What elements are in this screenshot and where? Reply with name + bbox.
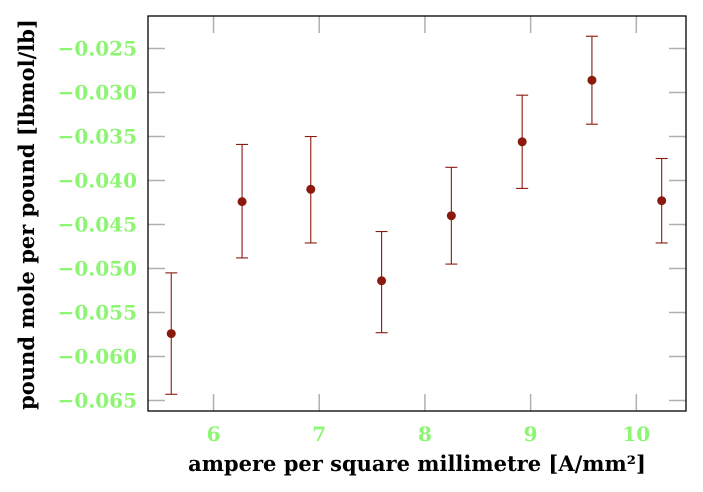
x-tick-label: 10 bbox=[622, 422, 650, 446]
data-point bbox=[517, 137, 527, 147]
y-tick-label: −0.025 bbox=[58, 37, 137, 61]
y-tick-label: −0.065 bbox=[58, 388, 137, 412]
data-point bbox=[377, 276, 387, 286]
x-tick-label: 9 bbox=[524, 422, 538, 446]
y-tick-label: −0.050 bbox=[58, 256, 137, 280]
x-tick-label: 8 bbox=[418, 422, 432, 446]
y-axis-label: pound mole per pound [lbmol/lb] bbox=[14, 19, 39, 410]
y-tick-label: −0.045 bbox=[58, 212, 137, 236]
plot-frame bbox=[147, 15, 687, 412]
y-tick-label: −0.040 bbox=[58, 169, 137, 193]
data-point bbox=[446, 211, 456, 221]
data-point bbox=[306, 184, 316, 194]
y-tick-label: −0.030 bbox=[58, 81, 137, 105]
data-point bbox=[657, 196, 667, 206]
y-tick-label: −0.055 bbox=[58, 300, 137, 324]
data-point bbox=[166, 329, 176, 339]
x-axis-ticks: 6 7 8 9 10 bbox=[207, 16, 650, 446]
x-axis-label: ampere per square millimetre [A/mm²] bbox=[188, 451, 646, 476]
x-tick-label: 7 bbox=[312, 422, 326, 446]
x-tick-label: 6 bbox=[207, 422, 221, 446]
data-points bbox=[166, 75, 667, 339]
y-axis-ticks: −0.025 −0.030 −0.035 −0.040 −0.045 −0.050 −0.0… bbox=[58, 37, 686, 412]
data-point bbox=[237, 197, 247, 207]
data-point bbox=[587, 75, 597, 85]
y-tick-label: −0.035 bbox=[58, 125, 137, 149]
y-tick-label: −0.060 bbox=[58, 344, 137, 368]
error-bars bbox=[165, 35, 668, 395]
